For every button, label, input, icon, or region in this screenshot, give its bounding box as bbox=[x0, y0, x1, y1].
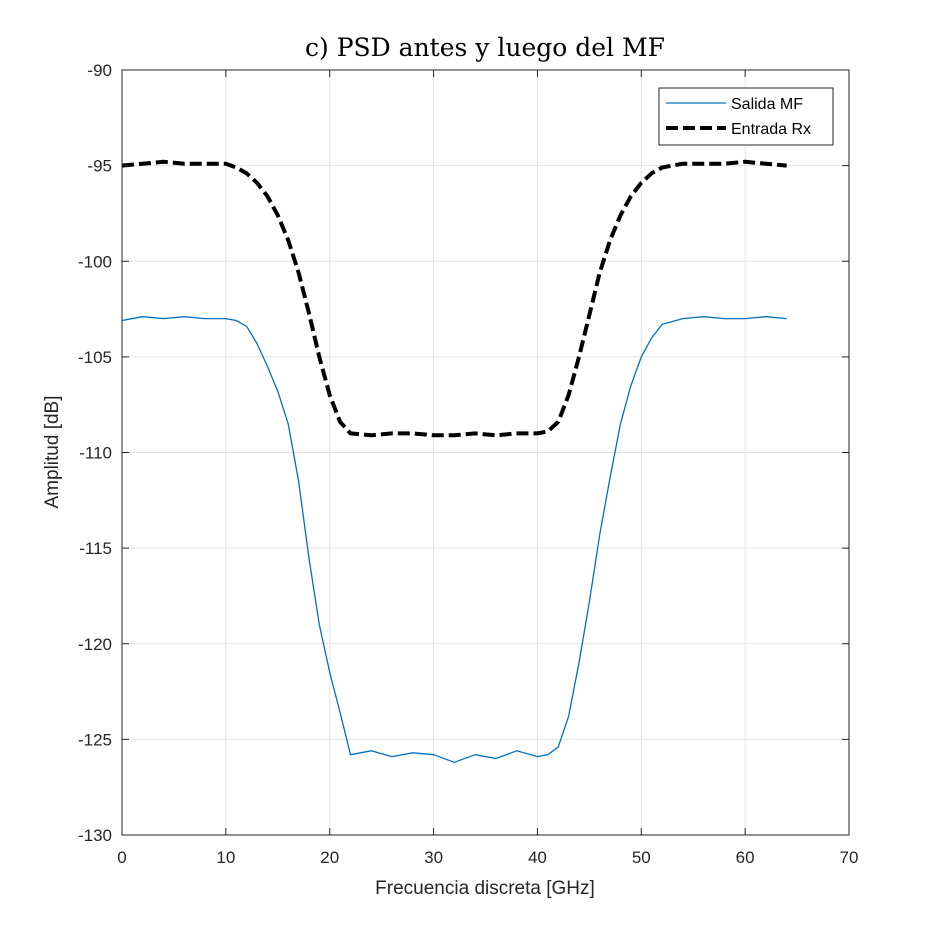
axis-ticks: 0 10 20 30 40 50 60 70 -90 -95 -100 -105 -110 -115 -12… bbox=[78, 61, 858, 867]
y-tick-label: -115 bbox=[79, 539, 112, 558]
chart-title: c) PSD antes y luego del MF bbox=[305, 33, 665, 62]
x-tick-label: 20 bbox=[320, 848, 339, 867]
x-axis-label: Frecuencia discreta [GHz] bbox=[375, 878, 595, 899]
y-tick-label: -105 bbox=[78, 348, 112, 367]
x-tick-label: 40 bbox=[528, 848, 547, 867]
y-tick-label: -110 bbox=[79, 444, 112, 463]
legend: Salida MF Entrada Rx bbox=[658, 87, 834, 146]
y-axis-label: Amplitud [dB] bbox=[42, 396, 63, 509]
legend-label-salida-mf: Salida MF bbox=[731, 96, 803, 113]
y-tick-label: -130 bbox=[78, 826, 112, 845]
x-tick-label: 70 bbox=[840, 848, 859, 867]
x-tick-label: 10 bbox=[216, 848, 235, 867]
x-tick-label: 50 bbox=[632, 848, 651, 867]
y-tick-label: -90 bbox=[87, 61, 112, 80]
x-tick-label: 0 bbox=[117, 848, 126, 867]
y-tick-label: -125 bbox=[78, 730, 112, 749]
y-tick-label: -120 bbox=[78, 635, 112, 654]
y-tick-label: -100 bbox=[78, 252, 112, 271]
series-group bbox=[121, 159, 787, 763]
series-line-salida-mf bbox=[121, 316, 787, 763]
series-line-entrada-rx bbox=[121, 159, 787, 438]
x-tick-label: 60 bbox=[736, 848, 755, 867]
x-tick-label: 30 bbox=[424, 848, 443, 867]
y-tick-label: -95 bbox=[87, 157, 112, 176]
legend-label-entrada-rx: Entrada Rx bbox=[731, 121, 811, 138]
legend-box bbox=[658, 87, 834, 146]
